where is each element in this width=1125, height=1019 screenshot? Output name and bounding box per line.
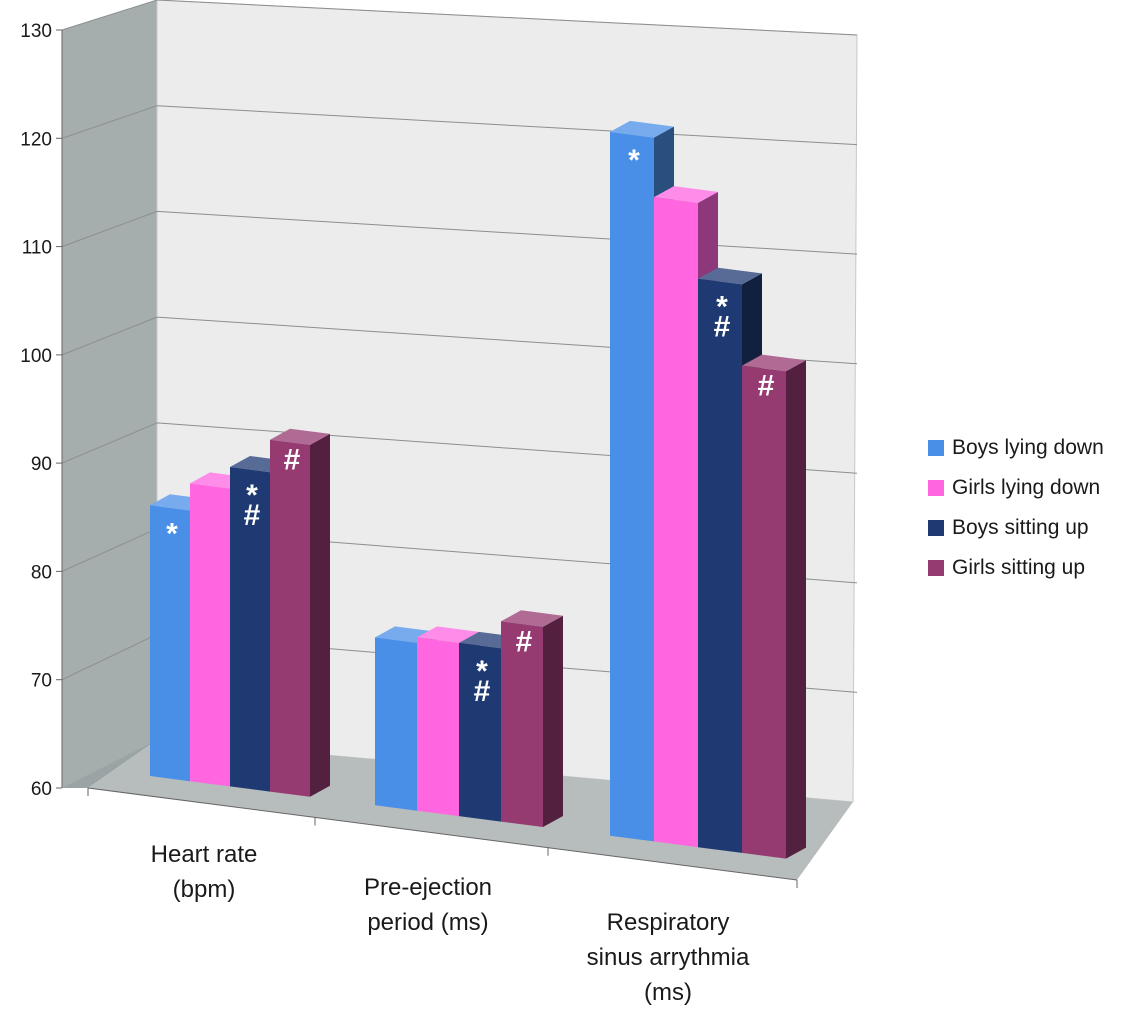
- legend-swatch: [928, 560, 944, 576]
- gridline-side: [61, 0, 158, 31]
- bar: #: [742, 354, 806, 859]
- x-category-label-line: sinus arrythmia: [587, 944, 750, 971]
- x-category-label-line: Pre-ejection: [364, 874, 492, 901]
- legend-item: Girls sitting up: [928, 548, 1104, 588]
- x-category-label-line: Heart rate: [151, 841, 258, 868]
- gridline-side: [61, 633, 158, 681]
- y-tick-label: 60: [31, 779, 52, 800]
- bar-side: [310, 433, 330, 797]
- x-category-label: Respiratory sinus arrythmia (ms): [587, 909, 750, 1006]
- y-tick-label: 120: [20, 129, 52, 150]
- x-category-label-line: (ms): [644, 979, 692, 1006]
- bar-front: [610, 131, 654, 842]
- bar-top: [654, 186, 718, 203]
- bar-front: [417, 637, 459, 817]
- y-tick-label: 70: [31, 671, 52, 692]
- significance-hash: #: [244, 499, 261, 532]
- gridline: [156, 0, 858, 36]
- bar-front: [742, 365, 786, 859]
- bar-top: [417, 626, 479, 643]
- legend-label: Girls lying down: [952, 476, 1101, 499]
- x-category-labels: Heart rate (bpm) Pre-ejection period (ms) Re…: [151, 841, 750, 1006]
- significance-asterisk: *: [166, 517, 178, 550]
- legend-item: Boys lying down: [928, 428, 1104, 468]
- bars: **##*##**##: [150, 120, 806, 859]
- bar-front: [230, 467, 270, 792]
- bar: #: [501, 610, 563, 827]
- bar-front: [501, 621, 543, 827]
- x-category-label: Heart rate (bpm): [151, 841, 258, 903]
- legend-item: Boys sitting up: [928, 508, 1104, 548]
- significance-asterisk: *: [716, 291, 728, 324]
- x-category-label-line: period (ms): [367, 909, 488, 936]
- y-tick-label: 110: [22, 238, 52, 259]
- x-category-label-line: Respiratory: [607, 909, 730, 936]
- bar-top: [742, 354, 806, 372]
- side-wall-face: [62, 0, 157, 788]
- gridline-side: [61, 105, 158, 139]
- significance-hash: #: [474, 675, 491, 708]
- legend: Boys lying down Girls lying down Boys si…: [928, 428, 1104, 588]
- y-tick-label: 80: [31, 562, 52, 583]
- bar-front: [654, 197, 698, 848]
- bar-front: [190, 483, 230, 787]
- legend-swatch: [928, 520, 944, 536]
- x-category-label: Pre-ejection period (ms): [364, 874, 492, 936]
- bar-top: [501, 610, 563, 627]
- bar-front: [698, 278, 742, 853]
- gridline-side: [61, 210, 158, 248]
- legend-label: Boys lying down: [952, 436, 1104, 459]
- bar-side: [786, 360, 806, 859]
- legend-label: Boys sitting up: [952, 516, 1089, 539]
- significance-hash: #: [714, 311, 731, 344]
- bar-front: [150, 505, 190, 782]
- significance-hash: #: [284, 444, 301, 477]
- bar-top: [698, 267, 762, 285]
- significance-asterisk: *: [246, 479, 258, 512]
- legend-label: Girls sitting up: [952, 556, 1086, 579]
- significance-hash: #: [516, 625, 533, 658]
- bar-front: [375, 637, 417, 811]
- bar-front: [459, 642, 501, 822]
- bar-front: [270, 439, 310, 797]
- gridline: [156, 105, 858, 146]
- y-tick-label: 130: [20, 21, 52, 42]
- x-axis-line: [87, 787, 798, 881]
- x-category-label-line: (bpm): [173, 876, 236, 903]
- legend-swatch: [928, 480, 944, 496]
- legend-item: Girls lying down: [928, 468, 1104, 508]
- gridline-side: [61, 422, 158, 464]
- significance-asterisk: *: [628, 144, 640, 177]
- significance-asterisk: *: [476, 655, 488, 688]
- y-tick-label: 100: [20, 346, 52, 367]
- gridline: [156, 210, 858, 255]
- bar: #: [270, 428, 330, 797]
- bar-side: [543, 615, 563, 827]
- gridline-side: [61, 528, 158, 572]
- bar-top: [270, 428, 330, 445]
- y-axis: 60 70 80 90 100 110 120 130: [20, 21, 63, 800]
- y-tick-label: 90: [31, 454, 52, 475]
- significance-hash: #: [758, 370, 775, 403]
- gridline-side: [61, 316, 158, 356]
- legend-swatch: [928, 440, 944, 456]
- bar-top: [610, 120, 674, 138]
- x-axis: [87, 787, 798, 888]
